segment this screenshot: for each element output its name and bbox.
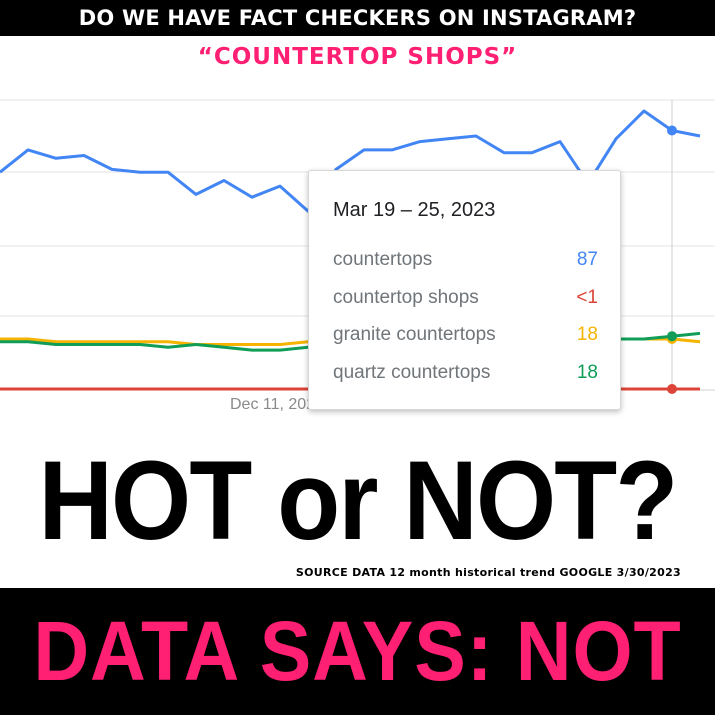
tooltip-label: granite countertops [333, 324, 496, 345]
subtitle: “COUNTERTOP SHOPS” [197, 44, 518, 70]
trend-chart: Dec 11, 2022 Mar 19 – 25, 2023 counterto… [0, 80, 715, 425]
tooltip-value: 18 [576, 324, 598, 345]
tooltip-row-countertops: countertops 87 [333, 249, 598, 277]
source-note: SOURCE DATA 12 month historical trend GO… [295, 566, 681, 579]
headline: HOT or NOT? [38, 438, 678, 563]
tooltip-value: 87 [576, 249, 598, 270]
verdict-text: DATA SAYS: NOT [33, 604, 682, 698]
tooltip-label: quartz countertops [333, 362, 491, 383]
chart-tooltip: Mar 19 – 25, 2023 countertops 87 counter… [308, 170, 621, 410]
hover-point-countertops [667, 125, 677, 136]
bottom-banner: DATA SAYS: NOT [0, 588, 715, 715]
hover-point-quartz-countertops [667, 331, 677, 342]
tooltip-row-quartz-countertops: quartz countertops 18 [333, 362, 598, 390]
top-banner-title: DO WE HAVE FACT CHECKERS ON INSTAGRAM? [0, 0, 715, 36]
tooltip-label: countertops [333, 249, 433, 270]
tooltip-value: 18 [576, 362, 598, 383]
x-tick-label: Dec 11, 2022 [230, 396, 324, 413]
tooltip-row-granite-countertops: granite countertops 18 [333, 324, 598, 352]
hover-point-countertop-shops [667, 384, 677, 394]
tooltip-date: Mar 19 – 25, 2023 [333, 199, 496, 221]
tooltip-row-countertop-shops: countertop shops <1 [333, 287, 598, 315]
tooltip-label: countertop shops [333, 287, 479, 308]
tooltip-value: <1 [576, 287, 598, 308]
